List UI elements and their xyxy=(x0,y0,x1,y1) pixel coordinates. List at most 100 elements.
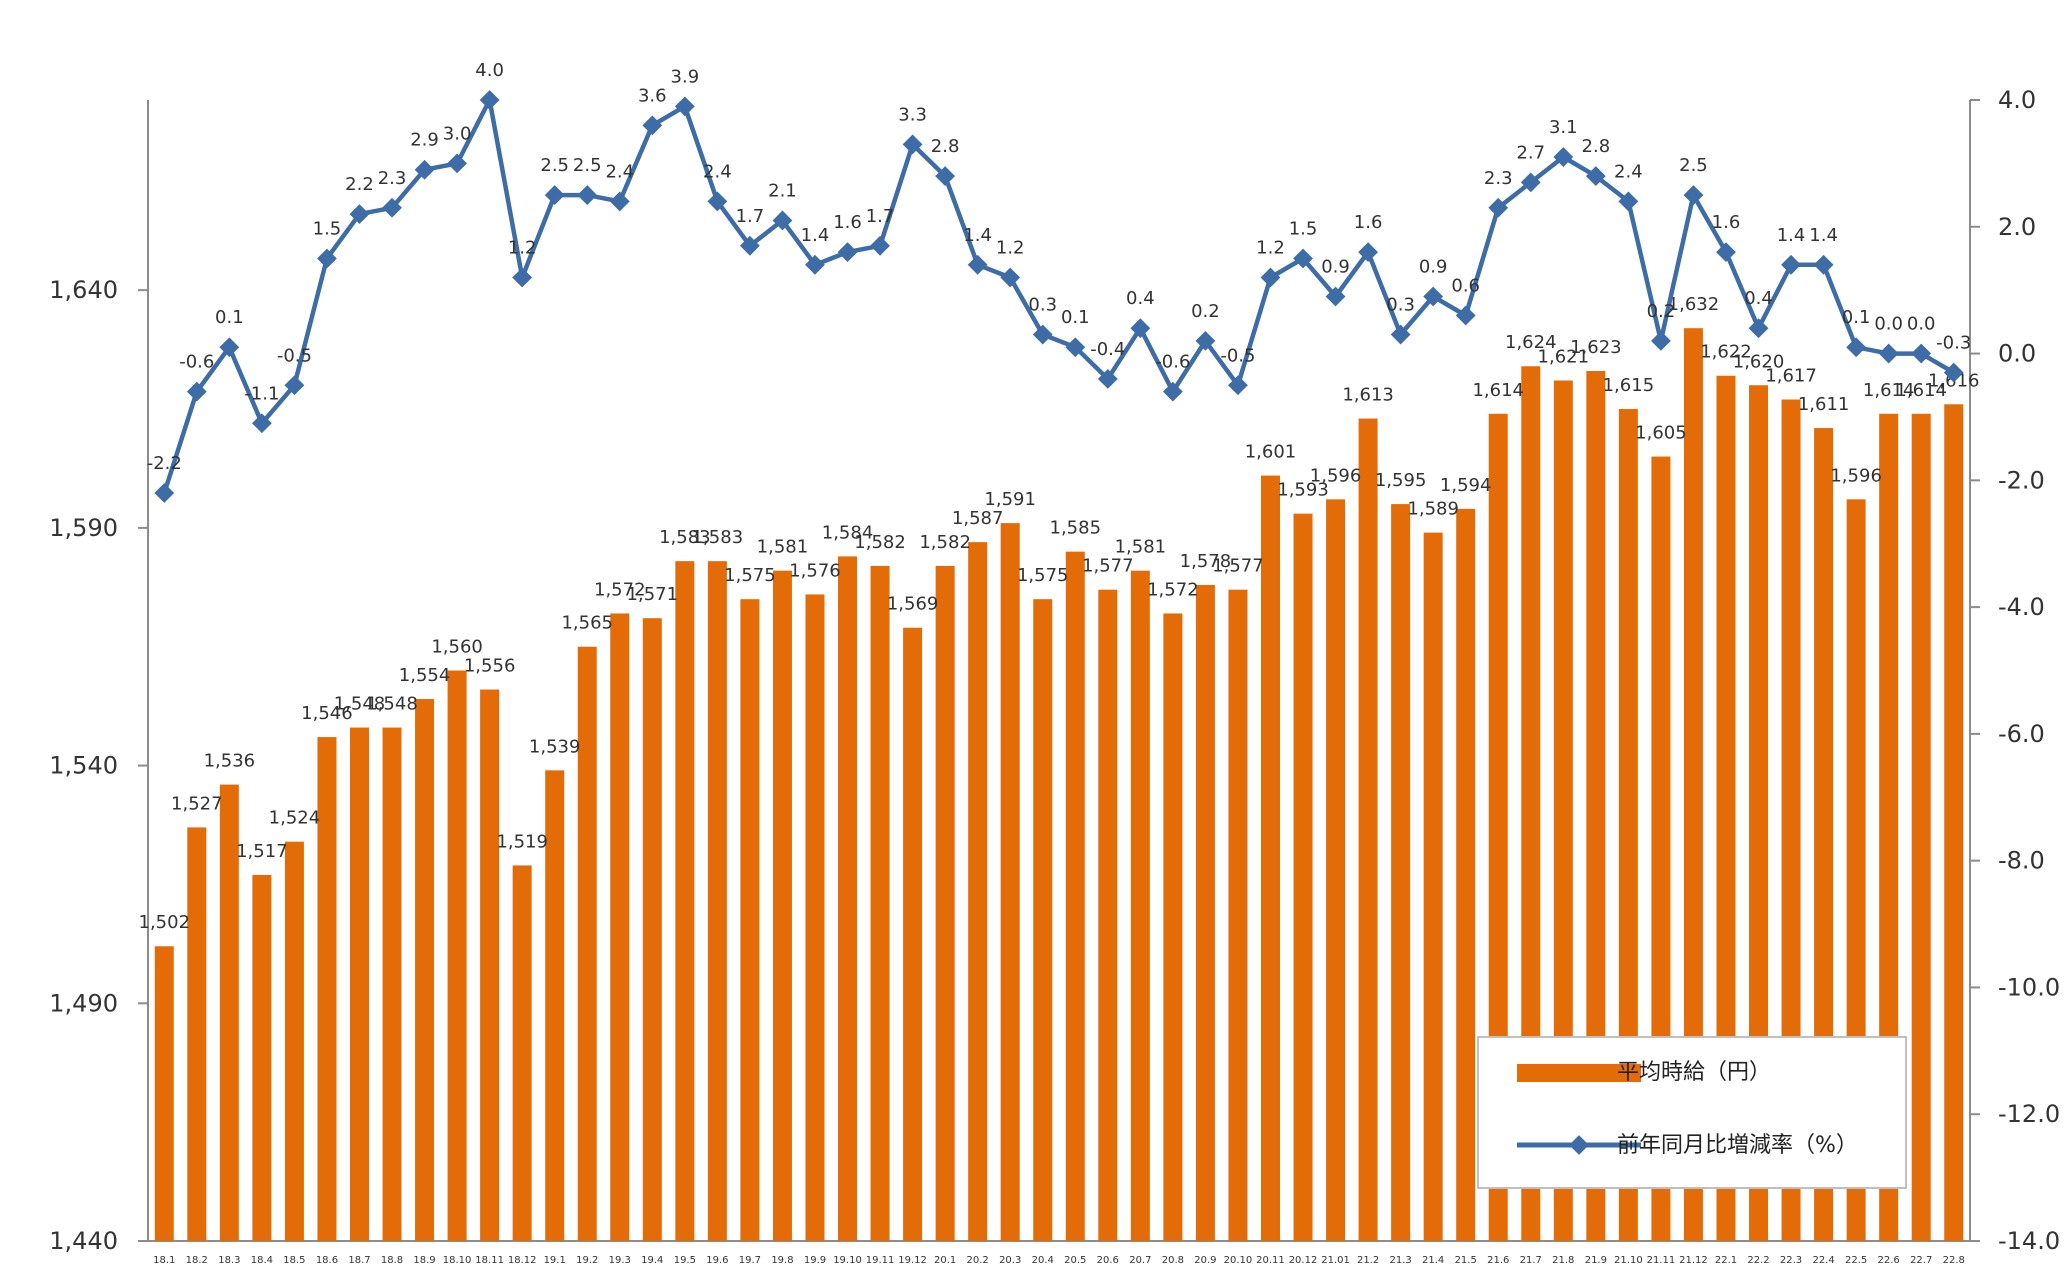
line-marker xyxy=(186,381,207,402)
x-tick-label: 21.8 xyxy=(1552,1255,1574,1266)
x-tick-label: 22.1 xyxy=(1715,1255,1737,1266)
line-data-label: 2.4 xyxy=(1614,161,1643,182)
line-data-label: 0.0 xyxy=(1907,314,1936,335)
bar-data-label: 1,601 xyxy=(1245,442,1297,463)
x-tick-label: 22.2 xyxy=(1747,1255,1769,1266)
bar-data-label: 1,611 xyxy=(1798,394,1850,415)
line-marker xyxy=(284,375,305,396)
line-marker xyxy=(1781,254,1801,275)
x-tick-label: 19.12 xyxy=(898,1255,927,1266)
line-marker xyxy=(805,254,825,275)
line-marker xyxy=(1390,324,1411,345)
bar xyxy=(1358,418,1378,1241)
bar xyxy=(545,770,565,1241)
bar xyxy=(805,594,825,1241)
x-tick-label: 19.7 xyxy=(739,1255,761,1266)
bar-data-label: 1,621 xyxy=(1538,346,1590,367)
bar xyxy=(1098,589,1118,1241)
y-left-tick-label: 1,590 xyxy=(49,514,118,542)
bar-data-label: 1,593 xyxy=(1277,480,1329,501)
x-tick-label: 22.5 xyxy=(1845,1255,1867,1266)
bar xyxy=(675,561,695,1241)
y-right-tick-label: -8.0 xyxy=(1998,847,2045,875)
bar xyxy=(1195,584,1215,1241)
bar xyxy=(968,542,988,1241)
bar-data-label: 1,624 xyxy=(1505,332,1557,353)
line-marker xyxy=(1358,242,1378,263)
line-data-label: 1.4 xyxy=(1777,225,1806,246)
y-right-tick-label: -4.0 xyxy=(1998,593,2045,621)
bar-data-label: 1,583 xyxy=(659,527,711,548)
bar xyxy=(1749,385,1769,1241)
bar-data-label: 1,582 xyxy=(919,532,971,553)
line-data-label: 2.9 xyxy=(410,130,439,151)
bar xyxy=(1130,570,1150,1241)
line-marker xyxy=(674,96,695,117)
legend-bar-label: 平均時給（円） xyxy=(1617,1060,1771,1085)
x-tick-label: 18.10 xyxy=(443,1255,472,1266)
bar-data-label: 1,575 xyxy=(724,565,776,586)
line-data-label: 2.2 xyxy=(345,174,374,195)
bar-data-label: 1,548 xyxy=(366,694,418,715)
line-marker xyxy=(837,242,858,263)
bar-data-label: 1,614 xyxy=(1895,380,1947,401)
line-marker xyxy=(1130,318,1151,339)
line-marker xyxy=(1618,191,1639,212)
bar xyxy=(1033,599,1053,1241)
line-marker xyxy=(1943,362,1964,383)
bar xyxy=(1781,399,1801,1241)
line-data-label: 2.1 xyxy=(768,180,797,201)
line-marker xyxy=(317,248,337,269)
bar xyxy=(382,727,402,1241)
line-marker xyxy=(1748,318,1769,339)
bar xyxy=(610,613,630,1241)
line-data-label: 2.5 xyxy=(573,155,602,176)
bar-data-label: 1,581 xyxy=(1115,537,1167,558)
bar xyxy=(1423,532,1443,1241)
bar xyxy=(219,784,239,1241)
x-tick-label: 20.3 xyxy=(999,1255,1021,1266)
legend-box xyxy=(1477,1036,1907,1189)
legend-line-marker xyxy=(1569,1135,1589,1155)
bar xyxy=(1521,366,1541,1241)
line-data-label: 2.8 xyxy=(1582,136,1611,157)
line-data-label: 2.4 xyxy=(605,161,634,182)
line-data-label: 3.0 xyxy=(443,123,472,144)
line-data-label: 2.4 xyxy=(703,161,732,182)
y-right-tick-label: -6.0 xyxy=(1998,720,2045,748)
bar xyxy=(1163,613,1183,1241)
line-data-label: 1.6 xyxy=(1712,212,1741,233)
line-data-label: 0.4 xyxy=(1744,288,1773,309)
bar xyxy=(1944,404,1964,1241)
x-tick-label: 22.6 xyxy=(1878,1255,1900,1266)
line-marker xyxy=(1846,337,1867,358)
y-right-tick-label: 4.0 xyxy=(1998,86,2036,114)
bar xyxy=(1879,413,1899,1241)
bar-data-label: 1,578 xyxy=(1180,551,1232,572)
x-tick-label: 20.1 xyxy=(934,1255,956,1266)
bar-data-label: 1,632 xyxy=(1668,294,1720,315)
bar-data-label: 1,595 xyxy=(1375,470,1427,491)
line-data-label: 3.1 xyxy=(1549,117,1578,138)
line-data-label: -1.1 xyxy=(244,383,279,404)
line-marker xyxy=(967,254,988,275)
x-tick-labels: 18.1 18.2 18.3 18.4 18.5 18.6 18.7 18.8 18.9 18.1… xyxy=(153,1255,1965,1266)
line-data-label: 1.6 xyxy=(833,212,862,233)
line-marker xyxy=(1293,248,1313,269)
bar-data-label: 1,577 xyxy=(1212,556,1264,577)
x-tick-label: 21.7 xyxy=(1520,1255,1542,1266)
line-marker xyxy=(414,159,435,180)
x-tick-label: 19.11 xyxy=(866,1255,895,1266)
bar xyxy=(447,670,467,1241)
bar xyxy=(935,565,955,1241)
line-marker xyxy=(1065,337,1086,358)
line-data-label: -0.4 xyxy=(1090,339,1125,360)
bar xyxy=(1716,375,1736,1241)
line-marker xyxy=(1032,324,1053,345)
bar xyxy=(1553,380,1573,1241)
line-data-label: 0.0 xyxy=(1874,314,1903,335)
bar-data-label: 1,572 xyxy=(1147,579,1199,600)
bar-data-label: 1,556 xyxy=(464,656,516,677)
bar xyxy=(154,946,174,1241)
